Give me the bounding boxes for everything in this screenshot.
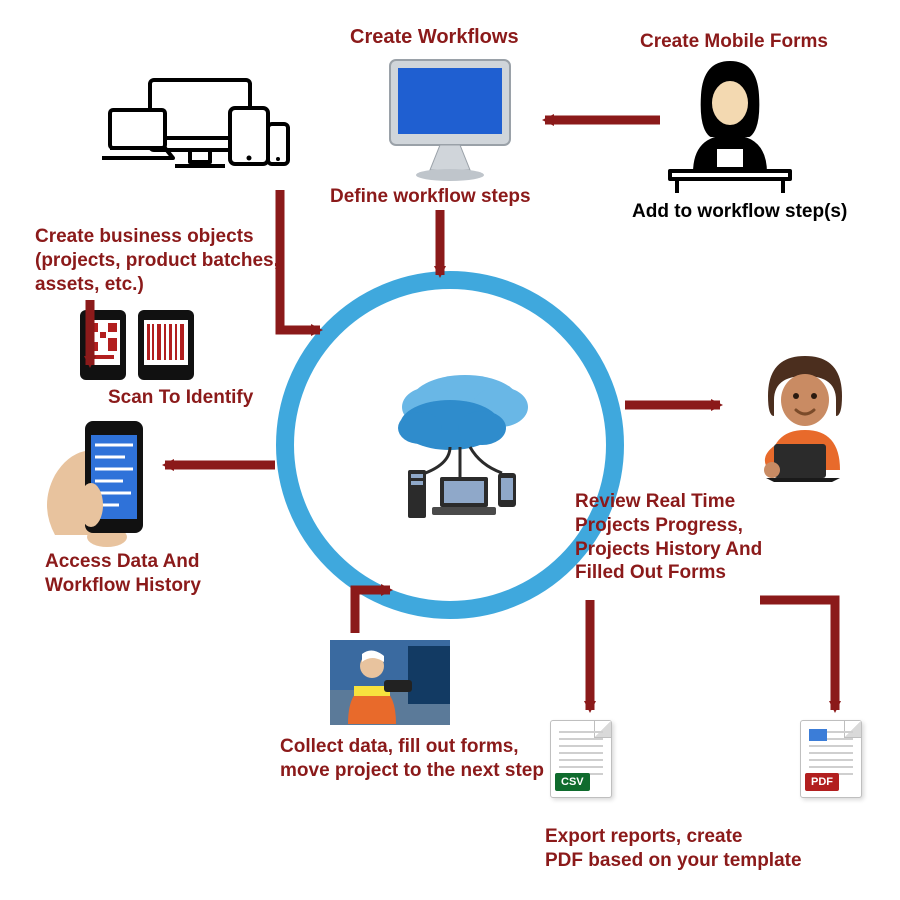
pdf-doc-icon: PDF bbox=[800, 720, 862, 798]
label-access-history: Access Data And Workflow History bbox=[45, 550, 201, 598]
diagram-stage: { "canvas": { "width": 900, "height": 90… bbox=[0, 0, 900, 900]
arrow-devices-to-ring bbox=[280, 190, 320, 330]
cloud-cluster-icon bbox=[398, 375, 528, 518]
person-forms-icon bbox=[670, 63, 790, 193]
scan-phones-icon bbox=[80, 310, 194, 380]
label-create-workflows: Create Workflows bbox=[350, 25, 519, 50]
devices-lineart-icon bbox=[102, 80, 288, 166]
label-create-objects: Create business objects (projects, produ… bbox=[35, 225, 279, 296]
label-collect-data: Collect data, fill out forms, move proje… bbox=[280, 735, 544, 783]
label-create-mobile-forms: Create Mobile Forms bbox=[640, 30, 828, 54]
label-scan-to-identify: Scan To Identify bbox=[108, 386, 253, 410]
csv-doc-icon: CSV bbox=[550, 720, 612, 798]
label-export-reports: Export reports, create PDF based on your… bbox=[545, 825, 802, 873]
hand-phone-icon bbox=[47, 421, 143, 547]
csv-tag: CSV bbox=[555, 773, 590, 791]
pdf-tag: PDF bbox=[805, 773, 839, 791]
arrow-review-to-pdf bbox=[760, 600, 835, 710]
label-review-progress: Review Real Time Projects Progress, Proj… bbox=[575, 490, 762, 585]
monitor-icon bbox=[390, 60, 510, 181]
person-laptop-icon bbox=[764, 356, 842, 482]
worker-photo-icon bbox=[330, 640, 450, 725]
label-define-steps: Define workflow steps bbox=[330, 185, 531, 209]
label-add-to-steps: Add to workflow step(s) bbox=[632, 200, 847, 224]
